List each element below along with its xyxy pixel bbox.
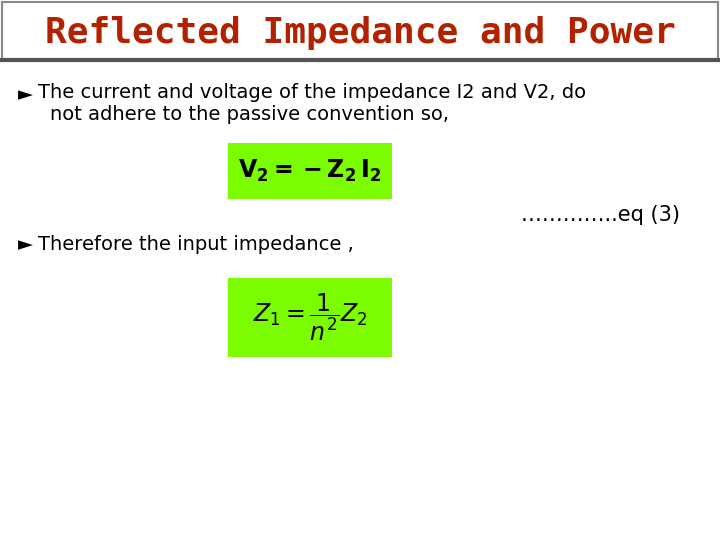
Text: Therefore the input impedance ,: Therefore the input impedance , [38, 235, 354, 254]
Text: The current and voltage of the impedance I2 and V2, do: The current and voltage of the impedance… [38, 84, 586, 103]
FancyBboxPatch shape [2, 2, 718, 60]
Text: ►: ► [18, 235, 33, 254]
Text: Reflected Impedance and Power: Reflected Impedance and Power [45, 16, 675, 50]
FancyBboxPatch shape [228, 143, 392, 199]
Text: ►: ► [18, 85, 33, 105]
Text: $\mathbf{V_2 = -Z_2 \, I_2}$: $\mathbf{V_2 = -Z_2 \, I_2}$ [238, 158, 382, 184]
Text: $Z_1 = \dfrac{1}{n^2} Z_2$: $Z_1 = \dfrac{1}{n^2} Z_2$ [253, 292, 367, 343]
Text: …………..eq (3): …………..eq (3) [521, 205, 680, 225]
Text: not adhere to the passive convention so,: not adhere to the passive convention so, [50, 105, 449, 125]
FancyBboxPatch shape [228, 278, 392, 357]
